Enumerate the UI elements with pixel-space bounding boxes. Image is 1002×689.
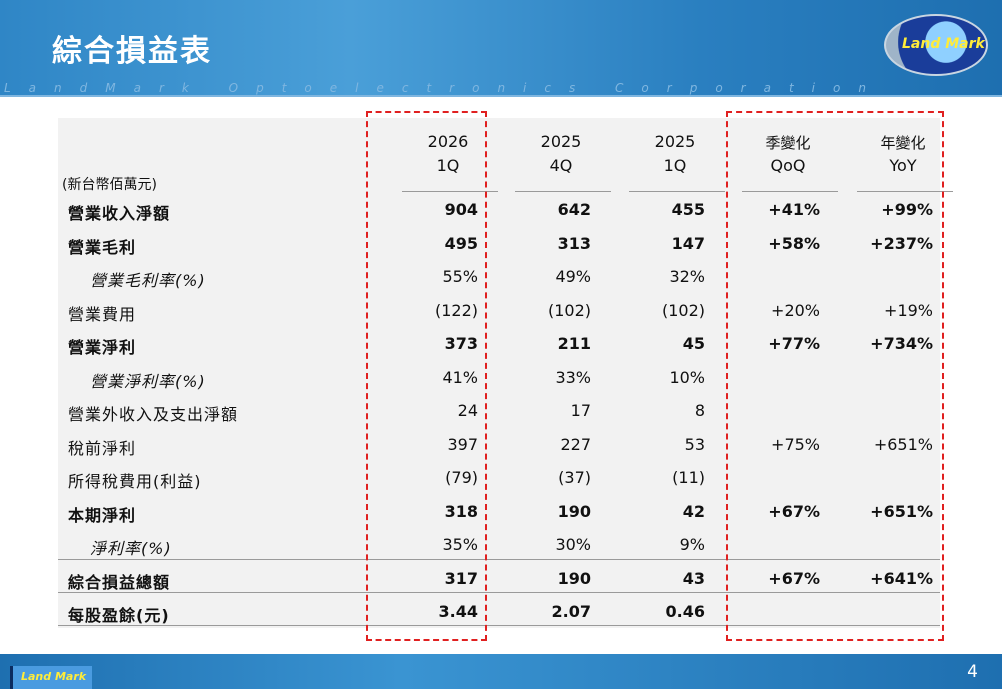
table-cell: 227 bbox=[560, 434, 591, 454]
highlight-box-change bbox=[726, 111, 944, 641]
row-label: 綜合損益總額 bbox=[68, 572, 171, 592]
column-header-line2: 4Q bbox=[549, 156, 573, 175]
table-cell: +77% bbox=[768, 334, 820, 353]
table-cell: 45 bbox=[682, 334, 705, 353]
row-label: 每股盈餘(元) bbox=[68, 606, 170, 625]
table-cell: 42 bbox=[682, 501, 705, 521]
slide-header: 綜合損益表 LandMark Optoelectronics Corporati… bbox=[0, 0, 1002, 97]
table-cell: 455 bbox=[671, 200, 705, 219]
table-cell: +651% bbox=[870, 501, 933, 521]
highlight-box-current-quarter bbox=[366, 111, 487, 641]
table-cell: 9% bbox=[679, 535, 705, 554]
table-cell: 397 bbox=[447, 434, 478, 454]
table-cell: +67% bbox=[768, 501, 820, 521]
header-underline bbox=[742, 191, 838, 192]
table-cell: (102) bbox=[547, 300, 591, 320]
table-cell: (122) bbox=[434, 300, 478, 320]
table-cell: 49% bbox=[555, 267, 591, 286]
table-cell: +41% bbox=[768, 200, 820, 219]
row-label: 營業費用 bbox=[68, 304, 137, 324]
row-label: 營業外收入及支出淨額 bbox=[68, 405, 239, 424]
page-title: 綜合損益表 bbox=[52, 34, 212, 69]
table-cell: +651% bbox=[873, 434, 933, 454]
table-cell: +19% bbox=[884, 300, 933, 320]
table-cell: +67% bbox=[768, 568, 820, 588]
company-tagline: LandMark Optoelectronics Corporation bbox=[4, 81, 884, 95]
slide-footer: Land Mark 4 bbox=[0, 654, 1002, 689]
table-cell: 904 bbox=[444, 200, 478, 219]
row-label: 營業收入淨額 bbox=[68, 204, 171, 223]
table-cell: 495 bbox=[444, 233, 478, 253]
table-cell: +75% bbox=[771, 434, 820, 454]
column-header-line1: 年變化 bbox=[880, 134, 926, 152]
table-cell: +641% bbox=[870, 568, 933, 588]
table-cell: (37) bbox=[558, 468, 591, 487]
table-cell: 2.07 bbox=[551, 602, 591, 621]
table-cell: 211 bbox=[557, 334, 591, 353]
row-label: 稅前淨利 bbox=[68, 438, 137, 458]
row-label: 營業淨利率(%) bbox=[90, 371, 206, 391]
company-logo: Land Mark bbox=[884, 14, 988, 76]
column-header-line2: 1Q bbox=[663, 156, 687, 175]
column-header-line1: 季變化 bbox=[765, 134, 811, 152]
row-label: 本期淨利 bbox=[68, 505, 137, 525]
table-cell: 35% bbox=[442, 535, 478, 554]
header-underline bbox=[402, 191, 498, 192]
row-divider bbox=[58, 592, 940, 593]
column-header-line1: 2026 bbox=[427, 132, 469, 151]
table-cell: 373 bbox=[444, 334, 478, 353]
header-underline bbox=[857, 191, 953, 192]
table-cell: 41% bbox=[442, 367, 478, 387]
table-cell: 318 bbox=[444, 501, 478, 521]
table-cell: 3.44 bbox=[438, 602, 478, 621]
table-cell: 642 bbox=[557, 200, 591, 219]
column-header-line2: 1Q bbox=[436, 156, 460, 175]
table-cell: 32% bbox=[669, 267, 705, 286]
table-cell: 317 bbox=[444, 568, 478, 588]
table-cell: 147 bbox=[671, 233, 705, 253]
table-cell: 17 bbox=[570, 401, 591, 420]
table-cell: 24 bbox=[457, 401, 478, 420]
row-divider bbox=[58, 625, 940, 626]
row-label: 營業淨利 bbox=[68, 338, 137, 357]
table-cell: +734% bbox=[870, 334, 933, 353]
column-header-line1: 2025 bbox=[540, 132, 582, 151]
table-cell: (102) bbox=[661, 300, 705, 320]
table-cell: 190 bbox=[557, 501, 591, 521]
unit-label: (新台幣佰萬元) bbox=[62, 177, 157, 193]
header-underline bbox=[629, 191, 725, 192]
row-label: 營業毛利率(%) bbox=[90, 271, 206, 290]
table-cell: 30% bbox=[555, 535, 591, 554]
table-cell: 313 bbox=[557, 233, 591, 253]
table-cell: (11) bbox=[672, 468, 705, 487]
table-cell: 55% bbox=[442, 267, 478, 286]
row-label: 所得稅費用(利益) bbox=[68, 472, 202, 491]
header-underline bbox=[515, 191, 611, 192]
table-cell: 8 bbox=[694, 401, 705, 420]
table-cell: 43 bbox=[682, 568, 705, 588]
page-number: 4 bbox=[967, 662, 978, 682]
footer-logo: Land Mark bbox=[10, 666, 92, 689]
table-cell: 33% bbox=[555, 367, 591, 387]
table-cell: (79) bbox=[445, 468, 478, 487]
column-header-line2: QoQ bbox=[770, 156, 806, 175]
row-label: 營業毛利 bbox=[68, 237, 137, 257]
table-cell: 10% bbox=[669, 367, 705, 387]
income-statement-table: (新台幣佰萬元) 2026 1Q 2025 4Q 2025 1Q 季變化 QoQ 年變化 YoY 營業… bbox=[58, 118, 953, 628]
table-cell: +20% bbox=[771, 300, 820, 320]
column-header-line2: YoY bbox=[889, 156, 917, 175]
header-divider bbox=[0, 95, 1002, 97]
row-divider bbox=[58, 559, 940, 560]
row-label: 淨利率(%) bbox=[90, 539, 172, 558]
table-cell: +99% bbox=[881, 200, 933, 219]
table-cell: 0.46 bbox=[665, 602, 705, 621]
table-cell: 53 bbox=[684, 434, 705, 454]
table-cell: +237% bbox=[870, 233, 933, 253]
column-header-line1: 2025 bbox=[654, 132, 696, 151]
table-cell: +58% bbox=[768, 233, 820, 253]
table-cell: 190 bbox=[557, 568, 591, 588]
